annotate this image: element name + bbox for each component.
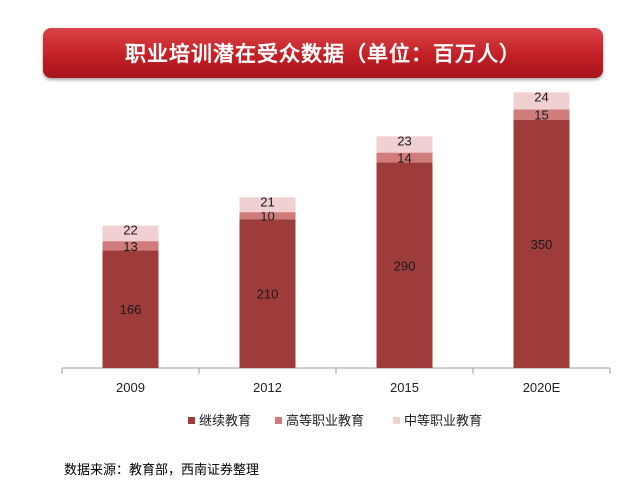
legend-label: 继续教育: [199, 413, 251, 428]
data-label: 15: [534, 108, 548, 123]
bar-segment-1: [239, 219, 296, 368]
legend-label: 中等职业教育: [404, 413, 482, 428]
bar-segment-2: [376, 152, 433, 163]
x-tick-label: 2012: [253, 380, 282, 395]
bar-segment-3: [239, 197, 296, 213]
data-label: 290: [394, 258, 416, 273]
data-label: 166: [120, 302, 142, 317]
legend-swatch: [393, 417, 400, 424]
bar-segment-1: [376, 162, 433, 368]
bar-segment-3: [102, 225, 159, 242]
legend-swatch: [188, 417, 195, 424]
data-label: 22: [123, 223, 137, 238]
data-label: 14: [397, 151, 411, 166]
bar-segment-2: [513, 109, 570, 121]
data-source-note: 数据来源：教育部，西南证券整理: [64, 463, 260, 478]
x-tick-label: 2009: [116, 380, 145, 395]
data-label: 13: [123, 239, 137, 254]
bar-segment-2: [102, 241, 159, 251]
data-label: 210: [257, 287, 279, 302]
x-tick-label: 2020E: [523, 380, 561, 395]
bar-segment-3: [513, 92, 570, 110]
data-label: 10: [260, 209, 274, 224]
bar-segment-3: [376, 136, 433, 153]
legend-label: 高等职业教育: [286, 413, 364, 428]
data-label: 21: [260, 194, 274, 209]
data-label: 24: [534, 89, 548, 104]
bar-segment-1: [513, 120, 570, 369]
data-label: 23: [397, 133, 411, 148]
bar-segment-2: [239, 212, 296, 220]
bar-segment-1: [102, 250, 159, 368]
chart-title-banner: 职业培训潜在受众数据（单位：百万人）: [43, 28, 603, 78]
x-tick-label: 2015: [390, 380, 419, 395]
legend-swatch: [275, 417, 282, 424]
data-label: 350: [531, 237, 553, 252]
chart-title: 职业培训潜在受众数据（单位：百万人）: [125, 42, 521, 66]
